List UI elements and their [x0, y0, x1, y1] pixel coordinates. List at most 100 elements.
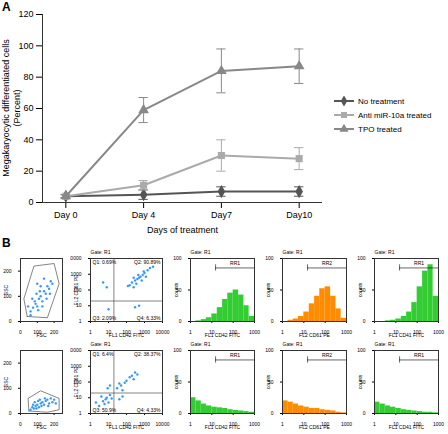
svg-text:Q3: 50.9%: Q3: 50.9%	[93, 407, 117, 413]
svg-text:200: 200	[50, 421, 59, 427]
svg-text:0: 0	[363, 318, 366, 324]
svg-text:1: 1	[189, 421, 192, 427]
html-text:Anti miR-10a treated: Anti miR-10a treated	[358, 110, 432, 120]
svg-text:10000: 10000	[70, 347, 82, 353]
svg-text:counts: counts	[265, 374, 271, 389]
svg-text:1000: 1000	[433, 421, 444, 427]
svg-text:Gate: R1: Gate: R1	[91, 341, 111, 347]
svg-text:200: 200	[3, 268, 12, 274]
svg-text:counts: counts	[173, 374, 179, 389]
svg-text:counts: counts	[357, 374, 363, 389]
svg-text:0: 0	[363, 410, 366, 416]
svg-text:Gate: R1: Gate: R1	[375, 249, 395, 255]
svg-text:0: 0	[9, 410, 12, 416]
svg-text:200: 200	[50, 329, 59, 335]
html-text:Megakaryocytic differentiated: Megakaryocytic differentiated cells (Per…	[1, 39, 22, 177]
svg-text:counts: counts	[173, 282, 179, 297]
svg-text:100: 100	[18, 41, 33, 51]
svg-text:100: 100	[173, 347, 182, 353]
svg-text:10000: 10000	[70, 255, 82, 261]
svg-text:Q4: 6.33%: Q4: 6.33%	[137, 315, 161, 321]
svg-text:counts: counts	[357, 282, 363, 297]
svg-text:100: 100	[265, 255, 274, 261]
svg-text:FL2 CD61 PE: FL2 CD61 PE	[299, 332, 331, 338]
svg-text:10000: 10000	[156, 329, 170, 335]
svg-text:RR1: RR1	[414, 352, 424, 358]
svg-text:1000: 1000	[249, 329, 260, 335]
svg-text:Day 0: Day 0	[54, 210, 78, 220]
svg-text:40: 40	[23, 135, 33, 145]
svg-text:RR1: RR1	[414, 260, 424, 266]
svg-text:1: 1	[281, 421, 284, 427]
svg-text:0: 0	[179, 318, 182, 324]
html-text:No treatment: No treatment	[358, 96, 405, 106]
svg-text:1000: 1000	[433, 329, 444, 335]
svg-text:80: 80	[23, 72, 33, 82]
svg-text:FSC: FSC	[37, 424, 47, 430]
svg-text:1: 1	[79, 410, 82, 416]
svg-text:Gate: R1: Gate: R1	[91, 249, 111, 255]
html-text:A: A	[2, 0, 11, 14]
svg-text:0: 0	[179, 410, 182, 416]
svg-text:Q1: 0.69%: Q1: 0.69%	[93, 259, 117, 265]
svg-text:FL2 CD61 PE: FL2 CD61 PE	[73, 274, 79, 306]
svg-text:1000: 1000	[249, 421, 260, 427]
svg-text:0: 0	[9, 318, 12, 324]
svg-text:Q2: 38.37%: Q2: 38.37%	[134, 351, 161, 357]
svg-text:1000: 1000	[341, 421, 352, 427]
svg-text:120: 120	[18, 9, 33, 19]
svg-text:Days of treatment: Days of treatment	[147, 225, 219, 235]
svg-text:RR1: RR1	[230, 352, 240, 358]
svg-text:1: 1	[89, 329, 92, 335]
svg-text:Q3: 2.09%: Q3: 2.09%	[93, 315, 117, 321]
svg-text:0: 0	[28, 197, 33, 207]
svg-text:Day7: Day7	[211, 210, 232, 220]
svg-text:100: 100	[357, 255, 366, 261]
svg-text:Day10: Day10	[286, 210, 312, 220]
svg-text:1: 1	[89, 421, 92, 427]
svg-text:Day 4: Day 4	[132, 210, 156, 220]
svg-text:0: 0	[19, 329, 22, 335]
svg-text:1000: 1000	[341, 329, 352, 335]
svg-text:200: 200	[3, 360, 12, 366]
svg-text:FL1 CD42 FITC: FL1 CD42 FITC	[205, 424, 241, 430]
svg-text:1: 1	[79, 318, 82, 324]
svg-text:Gate: R1: Gate: R1	[283, 341, 303, 347]
svg-text:FL1 CD42 FITC: FL1 CD42 FITC	[205, 332, 241, 338]
svg-text:FL1 CD42 FITC: FL1 CD42 FITC	[109, 424, 145, 430]
svg-text:RR2: RR2	[322, 260, 332, 266]
svg-text:1: 1	[373, 329, 376, 335]
svg-text:SSC: SSC	[3, 284, 9, 295]
svg-text:Gate: R1: Gate: R1	[191, 249, 211, 255]
svg-text:0: 0	[271, 318, 274, 324]
svg-text:Gate: R1: Gate: R1	[283, 249, 303, 255]
svg-text:FL2 CD61 PE: FL2 CD61 PE	[299, 424, 331, 430]
svg-text:Q1: 6.4%: Q1: 6.4%	[93, 351, 114, 357]
svg-text:RR2: RR2	[322, 352, 332, 358]
svg-text:counts: counts	[265, 282, 271, 297]
html-text:B: B	[2, 236, 11, 250]
svg-text:FSC: FSC	[37, 332, 47, 338]
svg-text:FL1 CD41 FITC: FL1 CD41 FITC	[389, 332, 425, 338]
svg-text:100: 100	[265, 347, 274, 353]
svg-text:0: 0	[19, 421, 22, 427]
svg-text:0: 0	[271, 410, 274, 416]
svg-text:Q4: 4.33%: Q4: 4.33%	[137, 407, 161, 413]
svg-text:100: 100	[357, 347, 366, 353]
svg-text:60: 60	[23, 103, 33, 113]
svg-text:Q2: 90.89%: Q2: 90.89%	[134, 259, 161, 265]
html-text:TPO treated: TPO treated	[358, 124, 402, 134]
svg-text:20: 20	[23, 166, 33, 176]
svg-text:1: 1	[189, 329, 192, 335]
svg-text:Gate: R1: Gate: R1	[375, 341, 395, 347]
svg-text:1: 1	[281, 329, 284, 335]
svg-text:Gate: R1: Gate: R1	[191, 341, 211, 347]
svg-text:100: 100	[173, 255, 182, 261]
svg-text:RR1: RR1	[230, 260, 240, 266]
svg-text:10000: 10000	[156, 421, 170, 427]
svg-text:FL1 CD41 FITC: FL1 CD41 FITC	[389, 424, 425, 430]
svg-text:FL2 CD61 PE: FL2 CD61 PE	[73, 366, 79, 398]
svg-text:1: 1	[373, 421, 376, 427]
svg-text:FL1 CD42 FITC: FL1 CD42 FITC	[109, 332, 145, 338]
svg-text:SSC: SSC	[3, 376, 9, 387]
